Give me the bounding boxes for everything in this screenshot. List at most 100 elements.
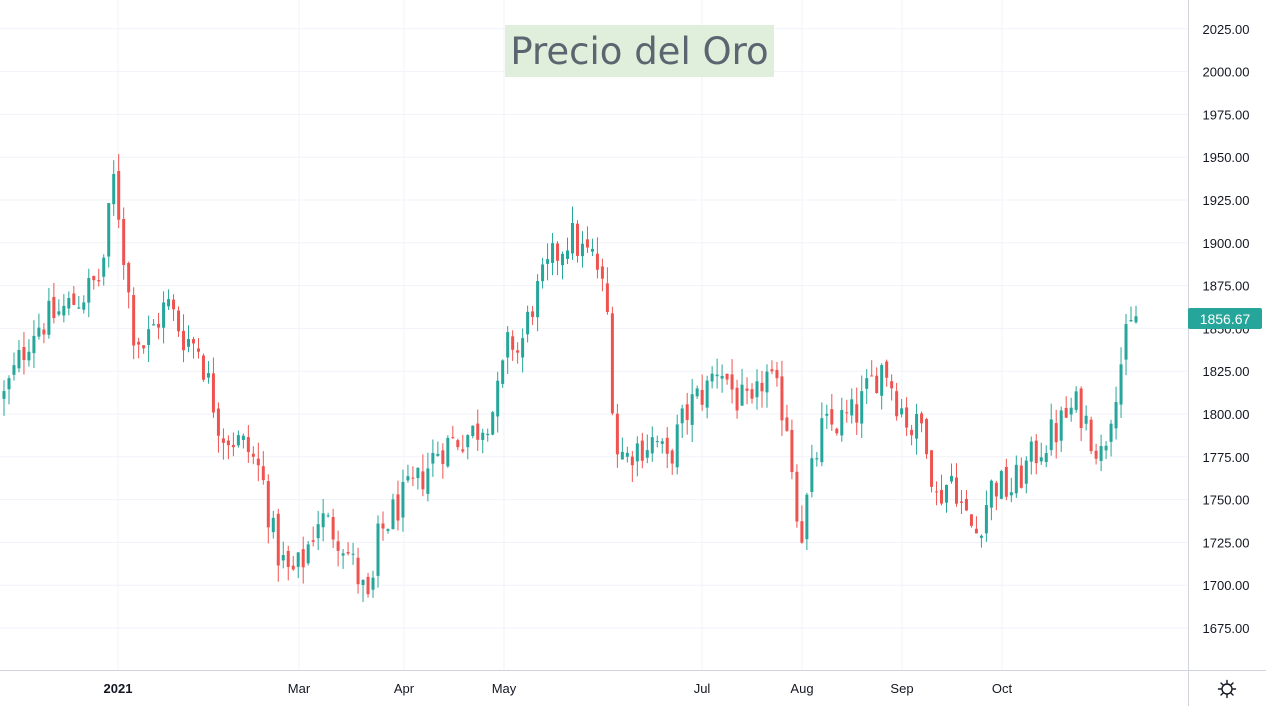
candle-down <box>251 453 255 457</box>
candle-up <box>680 408 684 424</box>
candle-up <box>1124 324 1128 360</box>
candle-up <box>1114 402 1118 429</box>
candle-up <box>860 391 864 424</box>
y-tick-label: 2025.00 <box>1203 22 1250 37</box>
candle-down <box>331 517 335 540</box>
candle-down <box>356 557 360 585</box>
settings-icon[interactable] <box>1216 678 1238 700</box>
candle-down <box>780 376 784 421</box>
y-tick-label: 2000.00 <box>1203 65 1250 80</box>
candle-down <box>286 550 290 567</box>
candle-down <box>760 382 764 392</box>
candle-up <box>675 424 679 468</box>
candle-down <box>211 373 215 413</box>
candle-up <box>1109 423 1113 442</box>
candle-down <box>1004 466 1008 497</box>
candle-up <box>57 311 61 315</box>
candle-down <box>994 482 998 497</box>
candle-up <box>984 505 988 534</box>
candle-down <box>381 523 385 529</box>
candle-down <box>905 407 909 428</box>
candle-up <box>570 222 574 254</box>
candle-up <box>326 515 330 517</box>
candle-down <box>775 369 779 379</box>
y-tick-label: 1950.00 <box>1203 150 1250 165</box>
candle-down <box>42 329 46 335</box>
candle-down <box>735 387 739 411</box>
x-tick-label: Oct <box>992 681 1013 696</box>
candle-up <box>236 435 240 446</box>
candle-up <box>112 173 116 205</box>
candle-up <box>1049 419 1053 451</box>
candle-down <box>461 449 465 452</box>
candle-up <box>466 435 470 448</box>
candle-down <box>127 263 131 293</box>
candle-up <box>506 332 510 358</box>
candle-up <box>27 351 31 361</box>
y-tick-label: 1775.00 <box>1203 450 1250 465</box>
candle-down <box>1094 450 1098 459</box>
candle-up <box>720 375 724 379</box>
candle-down <box>725 373 729 380</box>
candle-up <box>152 324 156 326</box>
candle-down <box>920 413 924 424</box>
candle-up <box>900 408 904 415</box>
candle-down <box>276 513 280 566</box>
candle-down <box>959 501 963 503</box>
candle-up <box>2 391 6 399</box>
candle-down <box>870 375 874 377</box>
candle-up <box>436 453 440 456</box>
candle-up <box>491 412 495 435</box>
candle-up <box>1014 464 1018 494</box>
candle-up <box>7 378 11 390</box>
candle-up <box>296 552 300 567</box>
candle-down <box>117 170 121 220</box>
candle-down <box>92 275 96 281</box>
candle-up <box>32 335 36 354</box>
candle-down <box>366 576 370 595</box>
candle-down <box>421 471 425 490</box>
candle-down <box>142 345 146 349</box>
candle-down <box>605 283 609 313</box>
candle-up <box>715 374 719 377</box>
candle-down <box>1034 440 1038 464</box>
candle-up <box>710 373 714 382</box>
candle-down <box>157 323 161 328</box>
candle-down <box>935 491 939 493</box>
candle-up <box>999 471 1003 499</box>
candle-down <box>750 389 754 399</box>
candles <box>2 153 1138 602</box>
x-tick-label: Apr <box>394 681 415 696</box>
candle-up <box>620 451 624 460</box>
candle-down <box>336 541 340 551</box>
candle-down <box>974 528 978 534</box>
candle-down <box>22 347 26 361</box>
y-tick-label: 1825.00 <box>1203 364 1250 379</box>
candle-up <box>645 450 649 458</box>
candle-down <box>830 409 834 425</box>
candle-down <box>615 413 619 455</box>
candle-down <box>1079 388 1083 429</box>
candle-down <box>201 355 205 380</box>
candle-up <box>945 484 949 503</box>
candle-up <box>471 425 475 437</box>
candle-down <box>670 450 674 464</box>
candle-down <box>441 450 445 464</box>
candle-down <box>800 521 804 543</box>
candle-up <box>241 435 245 440</box>
current-price-label: 1856.67 <box>1188 308 1262 329</box>
candle-down <box>52 296 56 319</box>
candle-up <box>416 467 420 479</box>
candle-up <box>566 250 570 259</box>
candle-down <box>730 374 734 390</box>
candle-down <box>785 417 789 431</box>
candle-down <box>930 450 934 487</box>
candle-up <box>1084 415 1088 424</box>
candle-down <box>575 223 579 256</box>
candle-up <box>206 373 210 378</box>
candle-down <box>1064 407 1068 418</box>
candle-up <box>321 513 325 528</box>
